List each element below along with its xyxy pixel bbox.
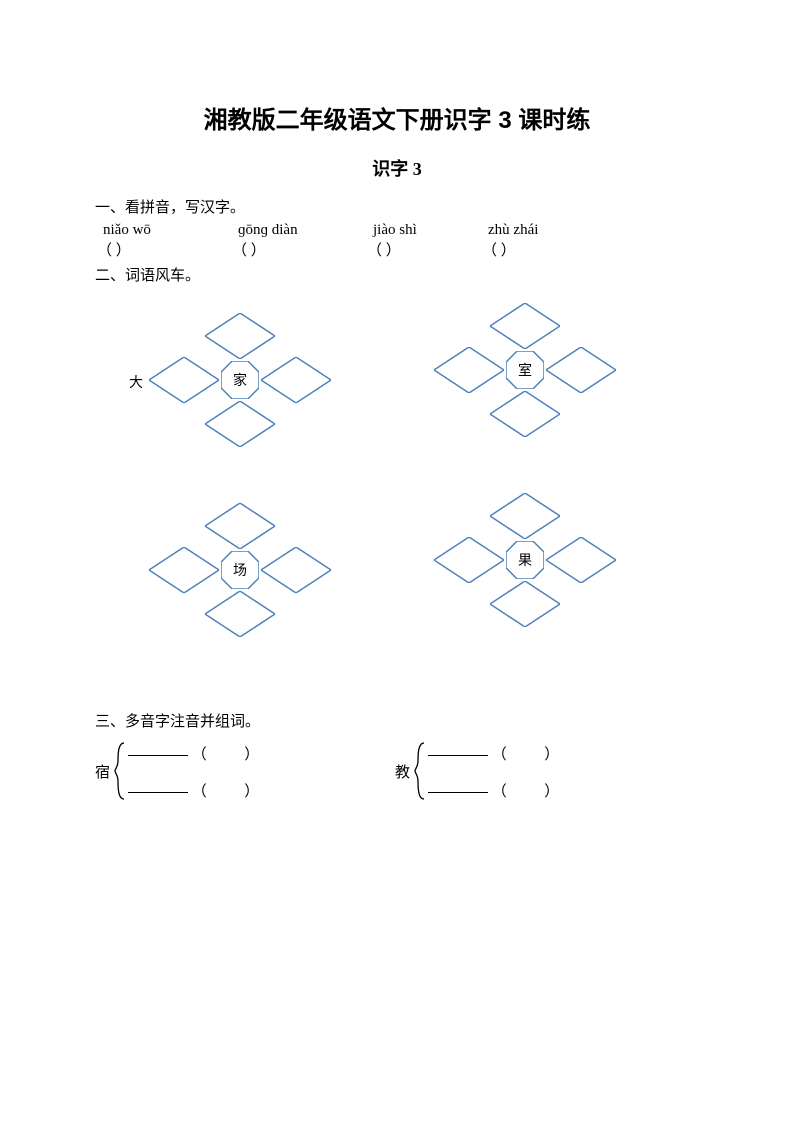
windmill-diamond (205, 401, 275, 447)
ms-group-2: 教 （ ） （ ） (395, 741, 559, 801)
ms-group-1: 宿 （ ） （ ） (95, 741, 395, 801)
windmill: 场 (110, 480, 370, 660)
windmills-area: 家大室场果 (95, 290, 699, 670)
ms-line: （ ） (428, 780, 559, 801)
pinyin-4: zhù zhái (488, 222, 608, 239)
windmill-diamond (205, 313, 275, 359)
windmill-diamond (490, 303, 560, 349)
pinyin-2: ɡōnɡ diàn (238, 222, 373, 239)
multi-sound-row: 宿 （ ） （ ） 教 （ ） （ (95, 741, 699, 801)
windmill: 家大 (110, 290, 370, 470)
windmill: 室 (395, 280, 655, 460)
ms-char-1: 宿 (95, 761, 110, 782)
windmill-center: 果 (506, 541, 544, 579)
windmill-diamond (205, 591, 275, 637)
pinyin-3: jiào shì (373, 222, 488, 239)
windmill-diamond (546, 537, 616, 583)
windmill-center: 家 (221, 361, 259, 399)
page-title: 湘教版二年级语文下册识字 3 课时练 (95, 100, 699, 135)
windmill-diamond (261, 357, 331, 403)
paren-4: （ ） (482, 239, 602, 260)
ms-char-2: 教 (395, 761, 410, 782)
brace-icon (414, 741, 428, 801)
windmill-diamond (149, 357, 219, 403)
pinyin-row: niǎo wō ɡōnɡ diàn jiào shì zhù zhái (95, 222, 699, 239)
paren-row: （ ） （ ） （ ） （ ） (95, 239, 699, 260)
windmill-center: 室 (506, 351, 544, 389)
windmill-center: 场 (221, 551, 259, 589)
pinyin-1: niǎo wō (103, 222, 238, 239)
paren-1: （ ） (97, 239, 232, 260)
windmill: 果 (395, 470, 655, 650)
windmill-diamond (490, 581, 560, 627)
windmill-diamond (149, 547, 219, 593)
page-subtitle: 识字 3 (95, 155, 699, 181)
section3-label: 三、多音字注音并组词。 (95, 710, 699, 731)
ms-line: （ ） (128, 780, 259, 801)
ms-line: （ ） (428, 743, 559, 764)
brace-icon (114, 741, 128, 801)
windmill-diamond (434, 347, 504, 393)
windmill-diamond (490, 391, 560, 437)
windmill-diamond (261, 547, 331, 593)
paren-3: （ ） (367, 239, 482, 260)
windmill-diamond (490, 493, 560, 539)
paren-2: （ ） (232, 239, 367, 260)
windmill-outer-label: 大 (129, 372, 143, 392)
windmill-diamond (434, 537, 504, 583)
ms-line: （ ） (128, 743, 259, 764)
windmill-diamond (546, 347, 616, 393)
windmill-diamond (205, 503, 275, 549)
section1-label: 一、看拼音，写汉字。 (95, 196, 699, 217)
